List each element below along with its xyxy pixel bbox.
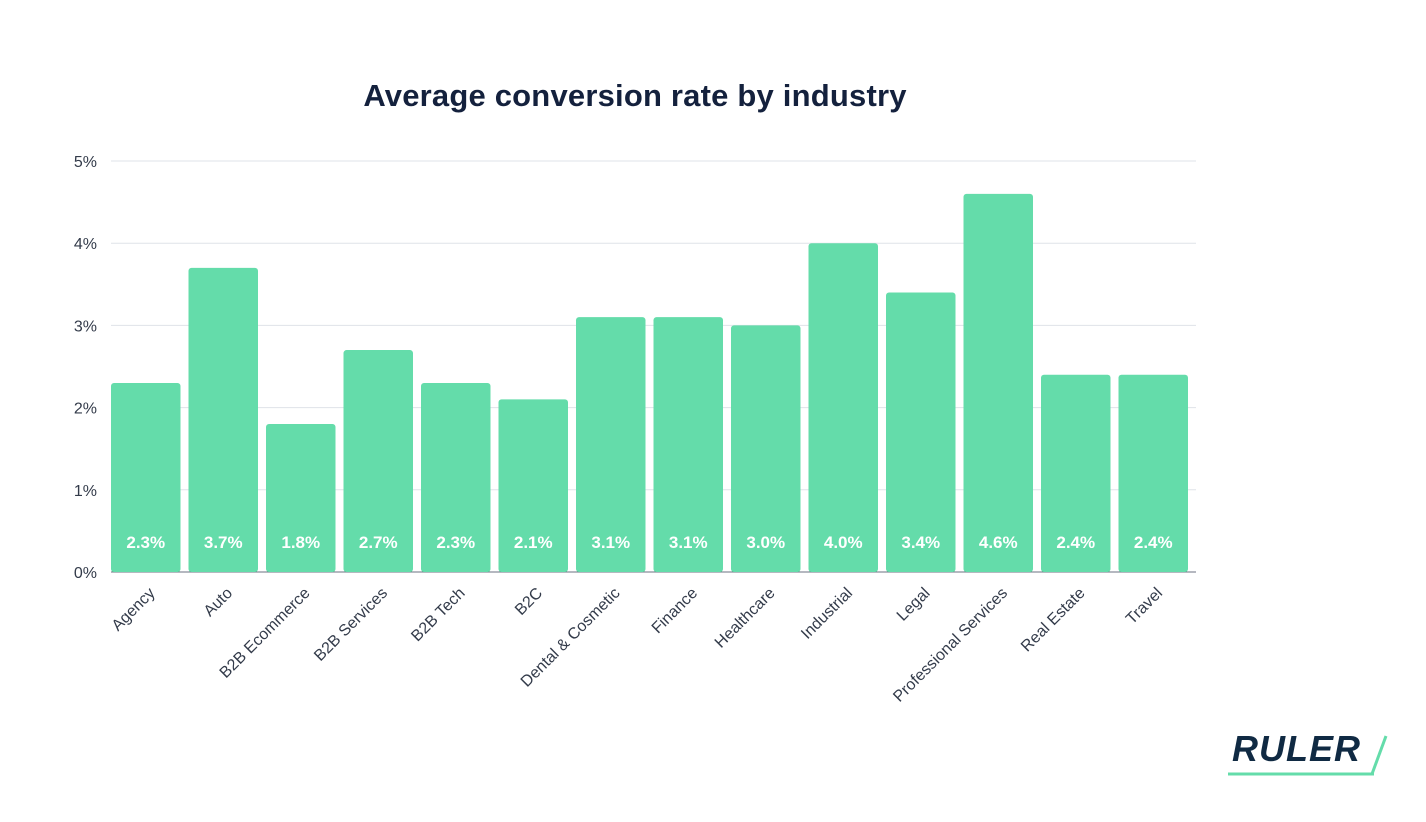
bar (111, 382, 181, 572)
bar-value-label: 3.7% (204, 533, 243, 552)
bar-value-label: 3.1% (591, 533, 630, 552)
y-tick-label: 3% (74, 318, 97, 335)
x-tick-label: Real Estate (1018, 585, 1089, 656)
y-tick-label: 2% (74, 401, 97, 418)
bar-value-label: 2.3% (436, 533, 475, 552)
x-tick-label: Travel (1123, 585, 1166, 628)
bar (498, 399, 568, 572)
bars: 2.3% 3.7% 1.8% 2.7% 2.3% 2.1% 3.1% 3.1% 3.0% 4.0%… (111, 193, 1188, 572)
bar (421, 382, 491, 572)
bar (1041, 374, 1111, 572)
bar-value-label: 3.4% (901, 533, 940, 552)
x-tick-label: Healthcare (712, 585, 779, 652)
bar (808, 243, 878, 572)
bar-value-label: 2.4% (1134, 533, 1173, 552)
bar (266, 424, 336, 572)
bar-value-label: 1.8% (281, 533, 320, 552)
bar (576, 317, 646, 572)
logo-wordmark: RULER (1232, 728, 1361, 769)
bar-value-label: 2.3% (126, 533, 165, 552)
bar-value-label: 2.4% (1056, 533, 1095, 552)
bar-value-label: 2.1% (514, 533, 553, 552)
y-tick-label: 1% (74, 483, 97, 500)
bar-value-label: 4.0% (824, 533, 863, 552)
bar (731, 325, 801, 572)
x-tick-label: Auto (201, 585, 236, 620)
bar (653, 317, 723, 572)
bar (1118, 374, 1188, 572)
x-tick-label: B2B Tech (408, 585, 468, 645)
x-tick-label: Legal (894, 585, 934, 625)
x-tick-label: B2B Services (311, 585, 391, 665)
bar (188, 267, 258, 572)
bar-value-label: 2.7% (359, 533, 398, 552)
chart-title: Average conversion rate by industry (363, 78, 907, 113)
y-tick-label: 4% (74, 236, 97, 253)
bar-value-label: 3.1% (669, 533, 708, 552)
bar (343, 350, 413, 572)
x-tick-label: Industrial (798, 585, 856, 643)
bar-value-label: 4.6% (979, 533, 1018, 552)
y-tick-label: 5% (74, 154, 97, 171)
y-axis-ticks: 0% 1% 2% 3% 4% 5% (74, 154, 97, 582)
y-tick-label: 0% (74, 565, 97, 582)
bar (886, 292, 956, 572)
x-tick-label: Finance (649, 585, 701, 637)
bar (963, 193, 1033, 572)
x-tick-label: B2C (512, 585, 546, 619)
logo-accent-icon (1228, 735, 1388, 776)
logo-slash (1370, 735, 1388, 775)
x-tick-label: Agency (109, 585, 159, 635)
bar-value-label: 3.0% (746, 533, 785, 552)
ruler-logo: RULER (1228, 728, 1388, 780)
